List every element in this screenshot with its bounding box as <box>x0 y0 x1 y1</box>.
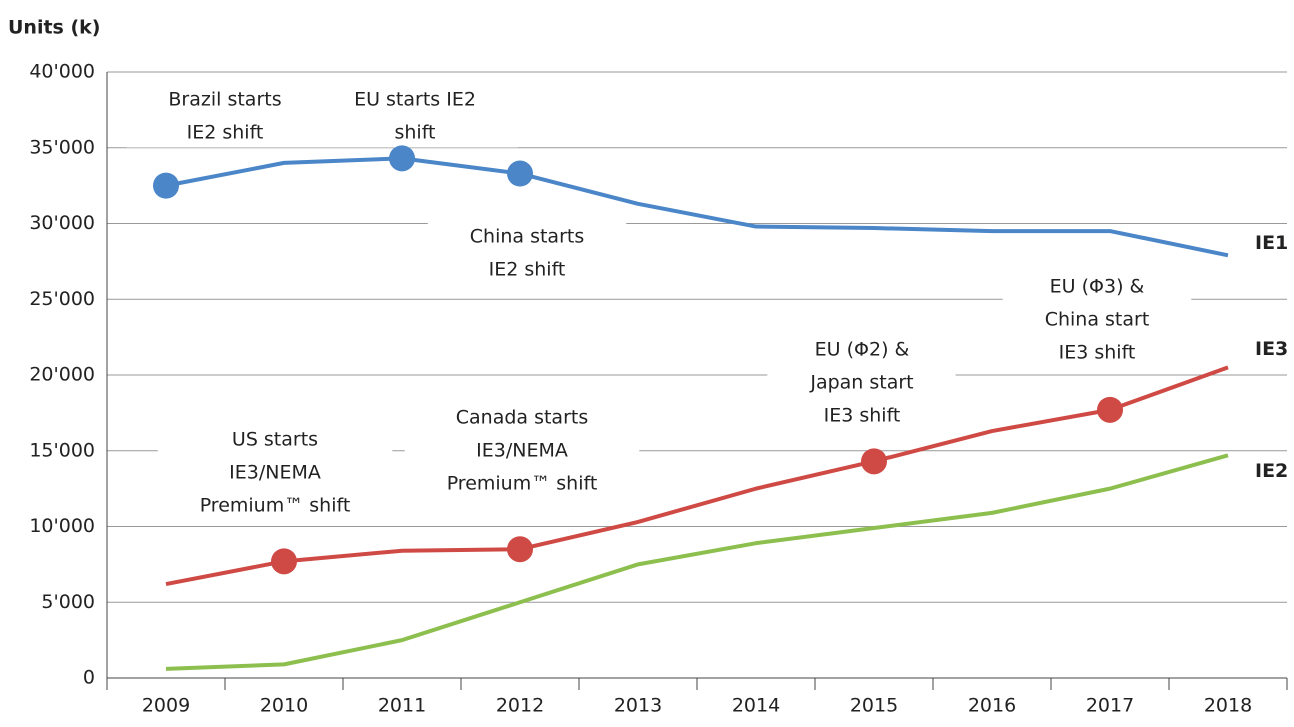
annotation: China starts IE2 shift <box>427 221 627 285</box>
annotation: Brazil starts IE2 shift <box>126 84 324 148</box>
annotation-text: Premium™ shift <box>447 473 598 495</box>
annotation-text: EU (Φ2) & <box>815 339 910 361</box>
annotation-text: IE3 shift <box>1059 342 1136 364</box>
annotation-text: Brazil starts <box>168 89 281 111</box>
series-line <box>165 365 1229 587</box>
annotation-bg <box>312 84 518 148</box>
y-tick-label: 35'000 <box>29 136 95 158</box>
annotation-text: IE3/NEMA <box>476 440 568 462</box>
marker <box>389 145 415 172</box>
x-tick-label: 2018 <box>1204 695 1252 717</box>
y-tick-label: 25'000 <box>29 288 95 310</box>
x-tick-label: 2010 <box>260 695 308 717</box>
x-tick-label: 2014 <box>732 695 780 717</box>
annotation-text: EU (Φ3) & <box>1050 276 1145 298</box>
series-line <box>165 156 1229 258</box>
annotation-bg <box>126 84 324 148</box>
marker <box>1097 396 1123 423</box>
annotation-text: IE2 shift <box>489 259 566 281</box>
y-tick-label: 15'000 <box>29 439 95 461</box>
annotation-bg <box>767 334 956 431</box>
x-tick-label: 2009 <box>142 695 190 717</box>
series-label: IE3 <box>1255 338 1288 360</box>
annotation-text: shift <box>394 122 435 144</box>
y-axis-title: Units (k) <box>8 17 100 39</box>
annotation-bg <box>404 402 640 499</box>
annotation-text: Japan start <box>809 372 913 394</box>
annotation-text: Premium™ shift <box>200 495 351 517</box>
marker <box>153 172 179 199</box>
annotation-text: US starts <box>232 429 318 451</box>
series-label: IE1 <box>1255 232 1288 254</box>
marker <box>507 160 533 187</box>
annotation-bg <box>1002 271 1192 368</box>
marker <box>507 536 533 563</box>
marker <box>271 548 297 575</box>
annotation-bg <box>157 424 393 521</box>
x-tick-label: 2016 <box>968 695 1016 717</box>
annotation: EU starts IE2 shift <box>312 84 518 148</box>
y-tick-label: 30'000 <box>29 212 95 234</box>
x-tick-label: 2013 <box>614 695 662 717</box>
y-tick-label: 20'000 <box>29 364 95 386</box>
x-tick-label: 2012 <box>496 695 544 717</box>
annotation-text: Canada starts <box>456 407 589 429</box>
annotation-text: IE3 shift <box>824 405 901 427</box>
x-tick-label: 2017 <box>1086 695 1134 717</box>
annotation: EU (Φ3) & China start IE3 shift <box>1002 271 1192 368</box>
annotation: Canada starts IE3/NEMA Premium™ shift <box>404 402 640 499</box>
series-label: IE2 <box>1255 460 1288 482</box>
annotation-bg <box>427 221 627 285</box>
annotation-text: EU starts IE2 <box>354 89 476 111</box>
annotation-text: China starts <box>470 226 584 248</box>
series-line <box>165 453 1229 671</box>
annotation-text: IE3/NEMA <box>229 462 321 484</box>
annotation-text: IE2 shift <box>187 122 264 144</box>
annotation: US starts IE3/NEMA Premium™ shift <box>157 424 393 521</box>
y-tick-label: 40'000 <box>29 61 95 83</box>
y-tick-label: 0 <box>83 667 95 689</box>
y-tick-label: 10'000 <box>29 515 95 537</box>
x-tick-label: 2011 <box>378 695 426 717</box>
y-tick-label: 5'000 <box>41 591 95 613</box>
annotation: EU (Φ2) & Japan start IE3 shift <box>767 334 956 431</box>
annotation-text: China start <box>1045 309 1150 331</box>
marker <box>861 448 887 475</box>
x-tick-label: 2015 <box>850 695 898 717</box>
